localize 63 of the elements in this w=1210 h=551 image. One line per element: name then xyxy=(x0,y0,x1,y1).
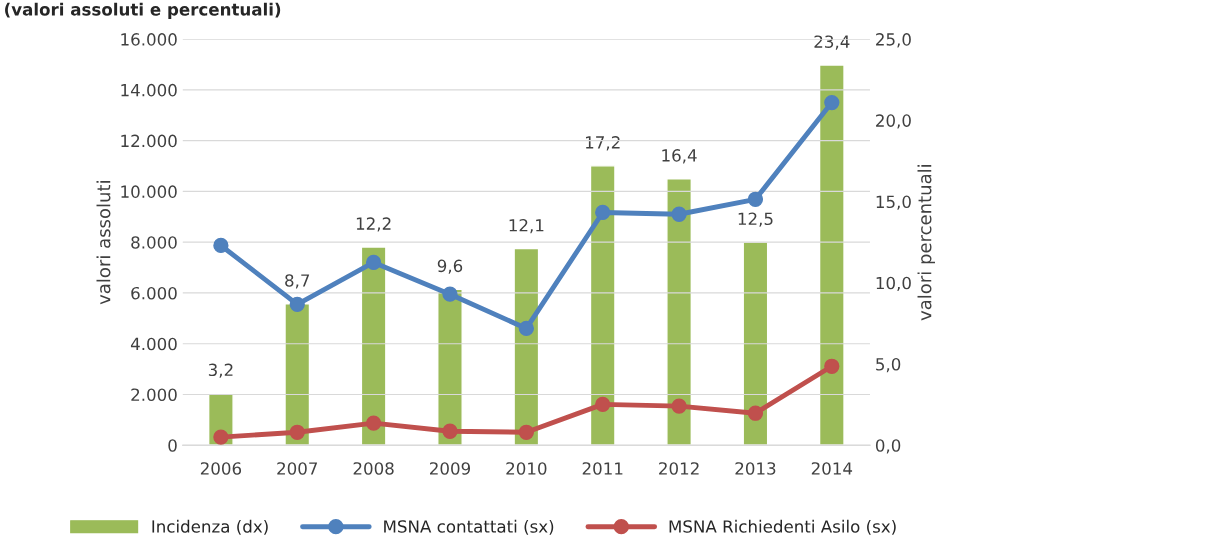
data-label: 12,2 xyxy=(356,217,391,232)
y2-tick-label: 15,0 xyxy=(876,195,911,210)
bar xyxy=(818,64,845,446)
x-tick-label: 2013 xyxy=(735,462,776,475)
y-tick-label: 14.000 xyxy=(121,83,177,97)
point xyxy=(289,424,305,440)
point xyxy=(518,320,534,337)
point xyxy=(213,237,229,254)
bar xyxy=(284,303,311,446)
point xyxy=(289,296,305,312)
y2-axis-title: valori percentuali xyxy=(917,165,935,321)
point xyxy=(365,415,382,431)
data-label: 12,1 xyxy=(509,218,544,234)
x-tick-label: 2011 xyxy=(582,462,623,475)
point xyxy=(747,405,764,421)
point xyxy=(747,191,764,207)
y2-tick-label: 20,0 xyxy=(876,114,911,129)
y-tick-label: 6.000 xyxy=(131,286,177,300)
y2-tick-label: 0,0 xyxy=(875,439,901,454)
y-tick-label: 8.000 xyxy=(131,236,177,249)
data-label: 12,5 xyxy=(738,212,773,227)
x-tick-label: 2010 xyxy=(506,462,547,475)
x-tick-label: 2007 xyxy=(277,462,318,475)
legend-label: MSNA Richiedenti Asilo (sx) xyxy=(669,519,896,535)
x-tick-label: 2009 xyxy=(430,462,471,475)
point xyxy=(365,254,382,271)
y-tick-label: 4.000 xyxy=(130,337,177,351)
y-tick-label: 12.000 xyxy=(121,134,177,148)
y-tick-label: 2.000 xyxy=(131,388,177,402)
x-tick-label: 2014 xyxy=(811,462,853,475)
point xyxy=(442,423,458,439)
point xyxy=(671,398,687,414)
bar xyxy=(666,178,692,446)
point xyxy=(824,94,840,111)
point xyxy=(442,286,458,302)
point xyxy=(824,358,840,374)
x-tick-label: 2012 xyxy=(659,462,699,475)
bar xyxy=(742,241,769,446)
point xyxy=(595,204,611,221)
data-label: 9,6 xyxy=(437,259,463,274)
data-label: 3,2 xyxy=(208,363,233,378)
bar xyxy=(589,165,616,446)
legend-label: Incidenza (dx) xyxy=(152,519,268,535)
point xyxy=(671,206,687,222)
y-axis-title: valori assoluti xyxy=(96,181,111,305)
x-tick-label: 2008 xyxy=(353,462,394,475)
y2-tick-label: 10,0 xyxy=(876,276,911,292)
data-label: 23,4 xyxy=(814,35,850,50)
y-tick-label: 10.000 xyxy=(121,185,177,198)
legend-label: MSNA contattati (sx) xyxy=(384,519,554,535)
point xyxy=(213,429,229,445)
y2-tick-label: 25,0 xyxy=(876,33,911,48)
y-tick-label: 16.000 xyxy=(121,33,177,46)
point xyxy=(595,396,611,412)
x-tick-label: 2006 xyxy=(200,462,242,475)
chart-title: (valori assoluti e percentuali) xyxy=(5,2,281,19)
y-tick-label: 0 xyxy=(168,439,177,452)
y2-tick-label: 5,0 xyxy=(876,357,901,373)
data-label: 17,2 xyxy=(585,136,620,151)
bar xyxy=(360,246,387,446)
point xyxy=(518,424,534,440)
data-label: 8,7 xyxy=(285,274,310,289)
data-label: 16,4 xyxy=(662,149,697,164)
